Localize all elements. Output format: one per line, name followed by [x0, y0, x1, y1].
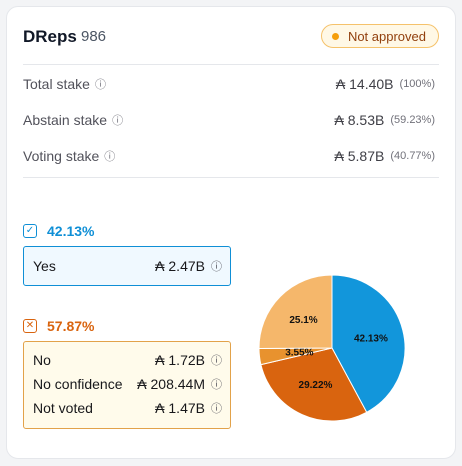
no-header: ✕ 57.87%: [23, 316, 94, 336]
drep-count: 986: [81, 28, 107, 45]
checkbox-check-icon: ✓: [23, 224, 37, 238]
vote-pie-chart: 42.13% 29.22% 3.55% 25.1%: [258, 274, 406, 422]
info-icon[interactable]: ⓘ: [211, 379, 222, 391]
status-dot-icon: [331, 32, 339, 40]
vote-label: No: [33, 352, 51, 368]
stake-value: ₳ 8.53B: [334, 112, 385, 128]
status-badge: Not approved: [320, 24, 439, 48]
stake-label: Voting stake: [23, 148, 100, 164]
vote-value: ₳ 1.47B: [155, 400, 205, 416]
vote-label: No confidence: [33, 376, 123, 392]
info-icon[interactable]: ⓘ: [94, 79, 106, 91]
status-text: Not approved: [347, 28, 426, 44]
stake-percent: (40.77%): [390, 150, 435, 162]
vote-row-no-confidence: No confidence ₳ 208.44M ⓘ: [33, 374, 222, 394]
pie-slice-label: 3.55%: [285, 347, 313, 358]
yes-header: ✓ 42.13%: [23, 221, 94, 241]
info-icon[interactable]: ⓘ: [211, 355, 222, 367]
pie-slice[interactable]: [260, 347, 368, 422]
vote-row-no: No ₳ 1.72B ⓘ: [33, 350, 222, 370]
stake-label: Abstain stake: [23, 112, 108, 128]
vote-value: ₳ 208.44M: [137, 376, 205, 392]
no-percent: 57.87%: [47, 318, 95, 334]
pie-slice-label: 42.13%: [354, 334, 388, 345]
divider: [23, 177, 439, 178]
info-icon[interactable]: ⓘ: [112, 115, 124, 127]
vote-row-yes: Yes ₳ 2.47B ⓘ: [33, 256, 222, 276]
card-header: DReps 986 Not approved: [23, 24, 439, 57]
no-box: No ₳ 1.72B ⓘ No confidence ₳ 208.44M ⓘ N…: [23, 341, 231, 429]
vote-label: Yes: [33, 258, 56, 274]
pie-slice[interactable]: [258, 274, 333, 349]
pie-slice-label: 29.22%: [299, 380, 333, 391]
vote-value: ₳ 2.47B: [155, 258, 205, 274]
info-icon[interactable]: ⓘ: [211, 403, 222, 415]
stake-value: ₳ 5.87B: [334, 148, 385, 164]
stake-row-total: Total stake ⓘ ₳ 14.40B (100%): [23, 73, 435, 95]
stake-value: ₳ 14.40B: [335, 76, 394, 92]
yes-box: Yes ₳ 2.47B ⓘ: [23, 246, 231, 286]
vote-label: Not voted: [33, 400, 93, 416]
divider: [23, 64, 439, 65]
stake-row-abstain: Abstain stake ⓘ ₳ 8.53B (59.23%): [23, 109, 435, 131]
stake-row-voting: Voting stake ⓘ ₳ 5.87B (40.77%): [23, 145, 435, 167]
pie-slice-label: 25.1%: [289, 315, 317, 326]
yes-percent: 42.13%: [47, 223, 95, 239]
checkbox-x-icon: ✕: [23, 319, 37, 333]
stake-percent: (59.23%): [390, 114, 435, 126]
stake-label: Total stake: [23, 76, 90, 92]
stake-percent: (100%): [399, 78, 435, 90]
info-icon[interactable]: ⓘ: [211, 261, 222, 273]
vote-value: ₳ 1.72B: [155, 352, 205, 368]
card-title: DReps: [23, 27, 77, 46]
dreps-card: DReps 986 Not approved Total stake ⓘ ₳ 1…: [6, 6, 456, 459]
info-icon[interactable]: ⓘ: [104, 151, 116, 163]
pie-slice[interactable]: [331, 274, 406, 413]
vote-row-not-voted: Not voted ₳ 1.47B ⓘ: [33, 398, 222, 418]
